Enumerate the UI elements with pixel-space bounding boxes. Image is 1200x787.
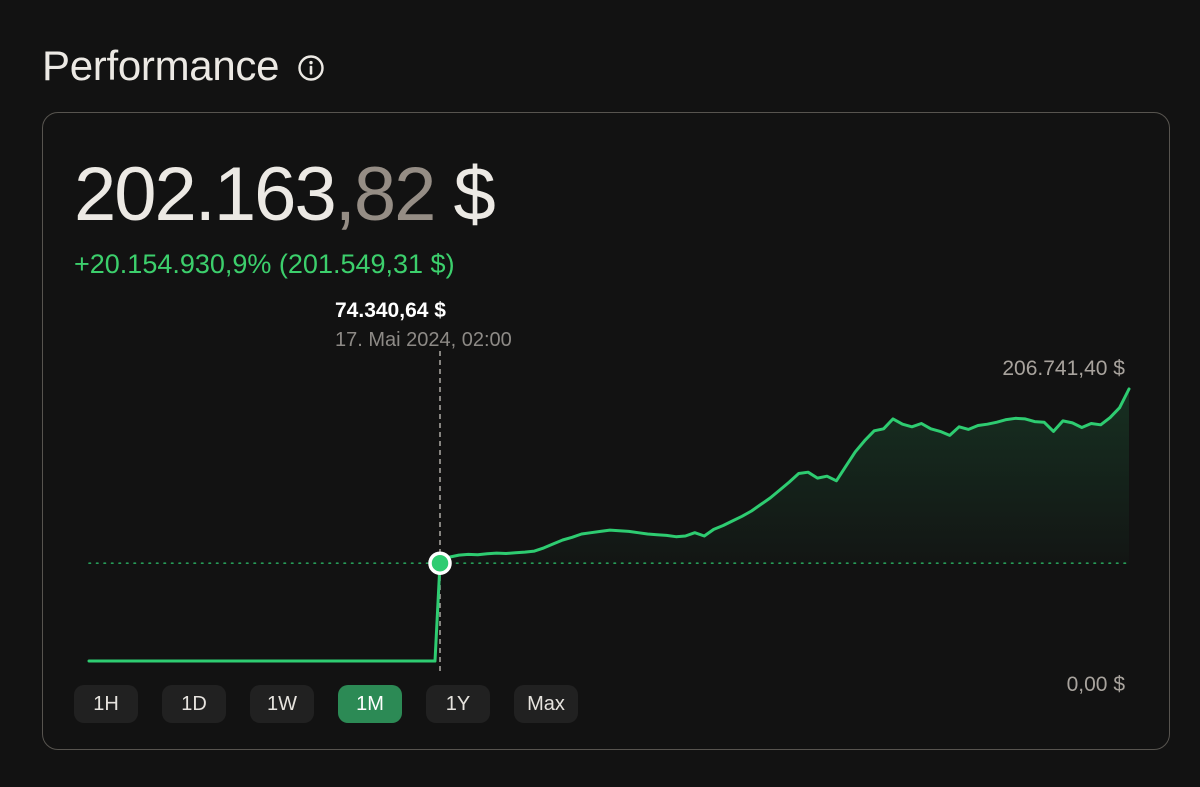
performance-chart[interactable] <box>43 113 1171 673</box>
balance-decimal: ,82 <box>334 152 437 237</box>
tooltip-date: 17. Mai 2024, 02:00 <box>335 329 512 351</box>
range-1d-button[interactable]: 1D <box>162 685 226 723</box>
balance-integer: 202.163 <box>74 152 337 237</box>
series-line <box>87 387 1131 663</box>
page-title: Performance <box>42 42 280 89</box>
axis-min-label: 0,00 $ <box>1066 673 1125 696</box>
range-1h-button[interactable]: 1H <box>74 685 138 723</box>
performance-change: +20.154.930,9% (201.549,31 $) <box>74 249 455 279</box>
tooltip-value: 74.340,64 $ <box>335 299 446 322</box>
range-max-button[interactable]: Max <box>514 685 578 723</box>
balance-currency: $ <box>434 152 496 237</box>
performance-card: 202.163,82 $ +20.154.930,9% (201.549,31 … <box>42 112 1170 750</box>
axis-max-label: 206.741,40 $ <box>1002 357 1125 380</box>
range-1m-button[interactable]: 1M <box>338 685 402 723</box>
section-header: Performance <box>42 40 325 92</box>
range-1y-button[interactable]: 1Y <box>426 685 490 723</box>
range-1w-button[interactable]: 1W <box>250 685 314 723</box>
balance-value: 202.163,82 $ <box>74 152 496 237</box>
info-icon[interactable] <box>297 54 325 82</box>
time-range-selector: 1H 1D 1W 1M 1Y Max <box>74 685 578 723</box>
chart-area-fill <box>440 389 1129 564</box>
selected-point[interactable] <box>428 551 452 575</box>
